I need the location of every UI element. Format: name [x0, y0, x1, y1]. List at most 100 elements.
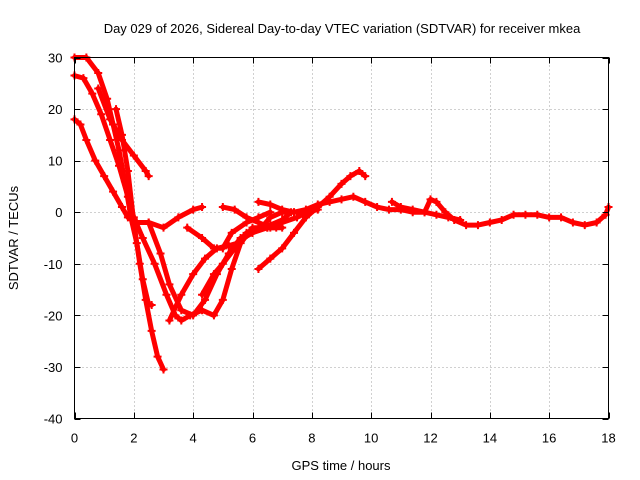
data-point: [313, 200, 322, 209]
data-point: [426, 195, 435, 204]
data-point: [218, 295, 227, 304]
data-point: [165, 280, 174, 289]
data-point: [272, 223, 281, 232]
data-point: [355, 166, 364, 175]
grid: [74, 57, 609, 419]
data-point: [337, 195, 346, 204]
x-tick-label: 14: [483, 431, 497, 446]
data-point: [129, 218, 138, 227]
data-point: [218, 244, 227, 253]
x-tick-label: 4: [190, 431, 197, 446]
data-point: [91, 156, 100, 165]
data-point: [545, 213, 554, 222]
data-point: [94, 84, 103, 93]
data-point: [144, 218, 153, 227]
data-point: [441, 208, 450, 217]
x-tick-label: 0: [71, 431, 78, 446]
data-point: [361, 172, 370, 181]
data-point: [156, 249, 165, 258]
data-point: [361, 197, 370, 206]
data-point: [201, 254, 210, 263]
data-point: [165, 316, 174, 325]
x-tick-label: 2: [130, 431, 137, 446]
data-point: [162, 290, 171, 299]
data-point: [109, 187, 118, 196]
data-point: [290, 228, 299, 237]
data-point: [174, 213, 183, 222]
data-point: [198, 290, 207, 299]
data-point: [420, 208, 429, 217]
data-point: [209, 244, 218, 253]
data-point: [115, 146, 123, 155]
data-point: [278, 244, 287, 253]
data-point: [106, 136, 115, 145]
x-tick-label: 10: [364, 431, 378, 446]
data-point: [79, 74, 88, 83]
data-point: [201, 295, 210, 304]
data-point: [462, 221, 471, 230]
data-point: [266, 254, 275, 263]
data-series-track-11: [255, 168, 368, 272]
data-point: [129, 151, 138, 160]
data-point: [278, 205, 287, 214]
data-point: [373, 203, 382, 212]
data-point: [387, 197, 396, 206]
data-point: [521, 210, 530, 219]
y-tick-label: 20: [48, 102, 62, 117]
data-point: [239, 234, 248, 242]
series-layer: [70, 53, 613, 374]
data-point: [159, 365, 168, 374]
data-point: [88, 89, 97, 98]
data-point: [141, 295, 150, 304]
data-point: [580, 221, 589, 230]
data-point: [189, 311, 198, 320]
data-point: [230, 244, 239, 253]
data-point: [533, 210, 542, 219]
data-point: [497, 215, 506, 224]
y-tick-label: -30: [44, 360, 63, 375]
data-point: [346, 172, 355, 181]
x-axis-label: GPS time / hours: [292, 458, 391, 473]
data-point: [106, 115, 115, 124]
data-point: [568, 218, 577, 227]
data-point: [82, 136, 91, 145]
data-point: [117, 203, 126, 212]
data-series-track-1: [72, 116, 205, 231]
data-point: [230, 205, 239, 214]
x-tick-label: 8: [308, 431, 315, 446]
data-point: [227, 264, 236, 273]
ticks: 0 2 4 6 8 10 12 14 16 18 -40 -30 -20 -10 0 10 20 30: [44, 51, 616, 446]
data-point: [301, 205, 310, 214]
data-point: [337, 179, 346, 188]
data-point: [218, 259, 227, 268]
data-point: [227, 228, 236, 237]
y-axis-label: SDTVAR / TECUs: [6, 185, 21, 290]
data-point: [144, 172, 153, 181]
data-point: [112, 105, 121, 114]
data-point: [100, 172, 109, 181]
data-point: [159, 223, 168, 232]
data-point: [432, 210, 441, 219]
data-point: [432, 197, 441, 206]
x-tick-label: 16: [542, 431, 556, 446]
y-tick-label: -20: [44, 308, 63, 323]
chart-title: Day 029 of 2026, Sidereal Day-to-day VTE…: [104, 21, 581, 36]
x-tick-label: 12: [423, 431, 437, 446]
y-tick-label: -40: [44, 412, 63, 427]
data-series-track-13: [389, 196, 611, 228]
y-tick-label: 10: [48, 154, 62, 169]
data-point: [485, 218, 494, 227]
plot-frame: [74, 57, 609, 419]
data-point: [301, 213, 310, 222]
data-point: [189, 205, 198, 214]
data-point: [138, 234, 147, 242]
data-point: [183, 223, 192, 232]
data-point: [177, 316, 186, 325]
data-point: [141, 166, 150, 175]
data-point: [450, 215, 459, 224]
data-point: [198, 203, 207, 212]
data-point: [293, 213, 301, 222]
data-point: [592, 218, 601, 227]
data-point: [94, 68, 103, 77]
